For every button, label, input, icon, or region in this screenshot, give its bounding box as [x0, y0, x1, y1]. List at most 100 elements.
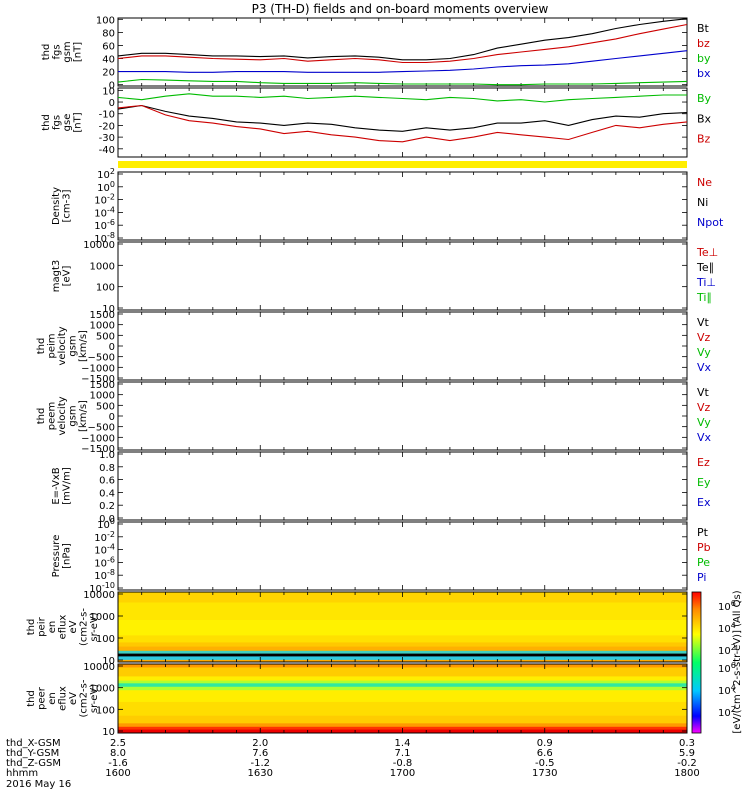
- y-tick-label: 10-10: [89, 581, 115, 595]
- y-axis-label-line: peir: [37, 616, 48, 636]
- spectrogram-band: [118, 715, 687, 724]
- series-line: [117, 93, 687, 103]
- spectrogram-band: [118, 592, 687, 603]
- y-tick-label: 10-4: [94, 205, 115, 219]
- panel-frame: [117, 171, 688, 241]
- legend-entry: Te⊥: [696, 246, 718, 259]
- y-tick-label: 0: [109, 81, 115, 92]
- orbit-cell: 1600: [105, 768, 130, 779]
- legend-entry: Ez: [697, 456, 710, 469]
- panel-frame: [117, 311, 688, 381]
- legend-entry: Pe: [697, 556, 710, 569]
- spectrogram-band: [118, 650, 687, 655]
- y-tick-label: 80: [102, 28, 115, 39]
- y-axis-label-line: gsm: [68, 335, 79, 356]
- spectrogram-band: [118, 635, 687, 643]
- y-tick-label: 40: [102, 55, 115, 66]
- y-tick-label: 1000: [90, 321, 115, 332]
- orbit-cell: -0.2: [677, 758, 697, 769]
- y-axis-label: thd fgs gse [nT]: [41, 112, 84, 132]
- y-axis-label-line: velocity: [57, 326, 68, 365]
- legend-entry: by: [697, 52, 711, 65]
- legend-entry: Vz: [697, 401, 711, 414]
- y-tick-label: 1000: [90, 612, 115, 623]
- legend-entry: Pb: [697, 541, 711, 554]
- y-tick-label: 1500: [90, 310, 115, 321]
- legend-entry: Vz: [697, 331, 711, 344]
- y-tick-label: 102: [97, 167, 115, 181]
- y-axis-label: Pressure [nPa]: [51, 535, 73, 578]
- y-tick-label: 500: [96, 331, 115, 342]
- y-tick-label: 1000: [90, 261, 115, 272]
- y-axis-label-line: thd: [41, 44, 52, 61]
- y-tick-label: 100: [96, 15, 115, 26]
- y-axis-label-line: eflux: [58, 686, 69, 711]
- y-axis-label-line: en: [47, 692, 58, 705]
- legend-entry: Npot: [697, 216, 724, 229]
- y-tick-label: 0.2: [99, 501, 115, 512]
- orbit-cell: 1730: [532, 768, 557, 779]
- legend-entry: Pi: [697, 571, 706, 584]
- date-label: 2016 May 16: [6, 779, 71, 790]
- y-axis-label: magt3 [eV]: [51, 260, 73, 293]
- y-tick-label: -40: [99, 145, 115, 156]
- orbit-cell: -1.6: [108, 758, 128, 769]
- y-tick-label: -30: [99, 133, 115, 144]
- legend-entry: Ni: [697, 196, 708, 209]
- y-axis-label-line: [nPa]: [62, 543, 73, 569]
- orbit-cell: 1800: [674, 768, 699, 779]
- y-tick-label: 10-2: [94, 193, 115, 207]
- spectrogram-band: [118, 680, 687, 684]
- y-tick-label: 10-4: [94, 543, 115, 557]
- colorbar-label-text: [eV/(cm^2-s-str-eV)] (All Qs): [732, 590, 743, 733]
- y-tick-label: 1500: [90, 380, 115, 391]
- y-axis-label: thd peer en eflux eV (cm2-s-sr-eV): [26, 679, 100, 717]
- colorbar: [691, 591, 702, 734]
- y-tick-label: −500: [88, 423, 115, 434]
- y-tick-label: 100: [97, 180, 115, 194]
- y-tick-label: 10000: [83, 240, 115, 251]
- y-axis-label-line: sr-eV): [89, 684, 100, 713]
- legend-entry: Vt: [697, 316, 710, 329]
- legend-entry: bx: [697, 67, 711, 80]
- orbit-cell: 1700: [390, 768, 415, 779]
- y-tick-label: 60: [102, 41, 115, 52]
- y-tick-label: 500: [96, 401, 115, 412]
- series-line: [117, 18, 688, 61]
- y-axis-label-line: (cm2-s-: [79, 608, 90, 646]
- spectrogram-band: [118, 646, 687, 652]
- panel-frame: [117, 241, 688, 311]
- y-axis-label-line: [mV/m]: [62, 467, 73, 505]
- spectrogram-band: [118, 701, 687, 717]
- spectrogram-band: [118, 667, 687, 677]
- legend-entry: Vx: [697, 361, 712, 374]
- y-tick-label: 1000: [90, 684, 115, 695]
- orbit-row-label: hhmm: [6, 768, 38, 779]
- panel-frame: [117, 451, 688, 521]
- y-tick-label: 10-6: [94, 555, 115, 569]
- legend-entry: Bx: [697, 112, 712, 125]
- legend-entry: Ey: [697, 476, 711, 489]
- y-axis-label-line: [km/s]: [78, 400, 89, 432]
- orbit-cell: -1.2: [250, 758, 270, 769]
- y-tick-label: 0: [109, 98, 115, 109]
- y-axis-label: thd fgs gsm [nT]: [41, 41, 84, 62]
- y-axis-label-line: fgs: [52, 115, 63, 130]
- y-axis-label-line: peer: [37, 686, 48, 710]
- orbit-cell: 1.4: [395, 738, 411, 749]
- panel-frame: [117, 381, 688, 451]
- spectrogram-band: [118, 683, 687, 688]
- colorbar-tick-label: 102: [718, 643, 736, 657]
- y-axis-label-line: eV: [68, 692, 79, 705]
- colorbar-tick-label: 102: [718, 705, 736, 719]
- y-tick-label: 1000: [90, 391, 115, 402]
- orbit-row-label: thd_Y-GSM: [6, 748, 59, 759]
- y-tick-label: 100: [97, 517, 115, 531]
- y-axis-label-line: velocity: [57, 396, 68, 435]
- y-axis-label-line: eV: [68, 620, 79, 633]
- y-axis-label: thd peim velocity gsm [km/s]: [36, 326, 89, 365]
- y-tick-label: −1500: [81, 374, 115, 385]
- orbit-row-label: thd_X-GSM: [6, 738, 61, 749]
- y-axis-label: thd peem velocity gsm [km/s]: [36, 396, 89, 435]
- legend-entry: Ti⊥: [696, 276, 716, 289]
